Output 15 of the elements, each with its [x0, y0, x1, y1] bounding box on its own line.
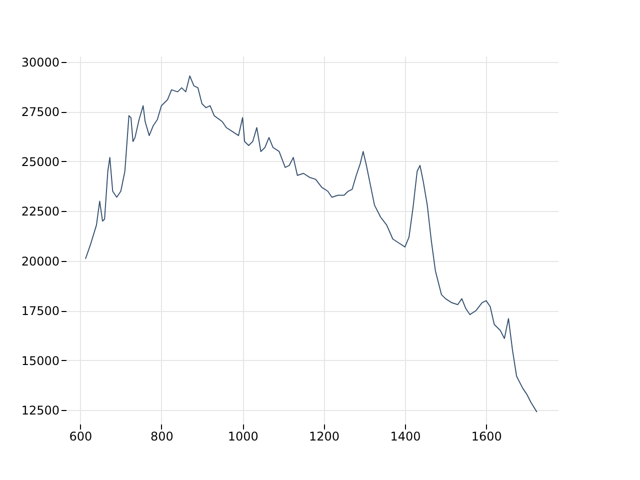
- x-tick-label: 800: [150, 430, 174, 444]
- y-tick-label: 27500: [21, 105, 60, 120]
- x-tick-label: 1200: [309, 430, 340, 444]
- y-tick-label: 30000: [21, 55, 60, 70]
- y-tick-label: 17500: [21, 304, 60, 318]
- x-tick-label: 1400: [390, 430, 421, 444]
- y-tick-label: 22500: [21, 204, 60, 219]
- line-series: [84, 75, 538, 413]
- y-tick-label: 20000: [21, 254, 60, 268]
- x-tick-label: 600: [69, 430, 92, 444]
- y-tick-label: 15000: [21, 354, 60, 368]
- x-tick-label: 1000: [228, 430, 258, 444]
- x-tick-label: 1600: [471, 430, 502, 444]
- y-tick-label: 12500: [21, 404, 60, 418]
- y-tick-label: 25000: [21, 154, 60, 169]
